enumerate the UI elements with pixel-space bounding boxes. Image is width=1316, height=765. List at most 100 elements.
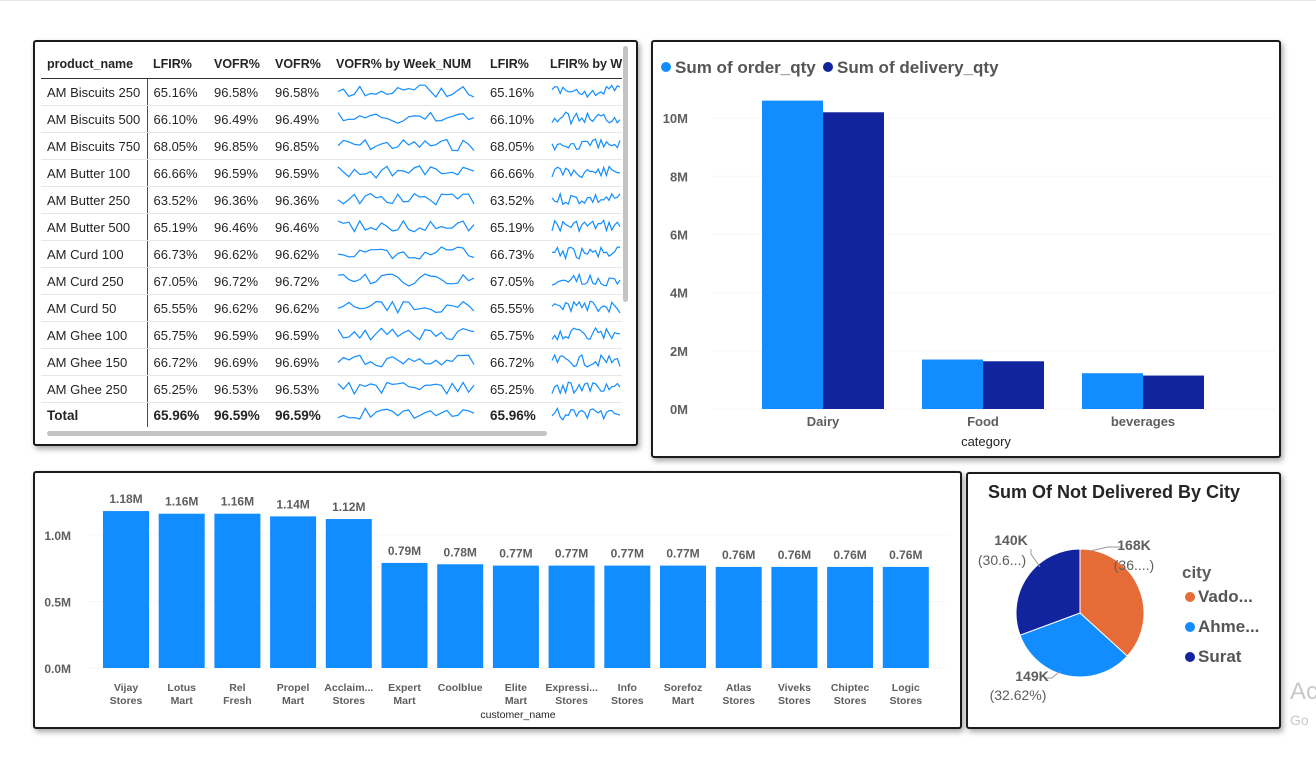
lfir-cell: 67.05% bbox=[147, 267, 208, 295]
header-vofr-2[interactable]: VOFR% bbox=[269, 50, 330, 79]
lfir-cell: 66.10% bbox=[147, 105, 208, 133]
vofr-2-cell: 96.59% bbox=[269, 159, 330, 187]
product-name-cell: AM Biscuits 500 bbox=[41, 105, 148, 133]
y-tick-label: 0.5M bbox=[44, 596, 71, 610]
customer-bar[interactable] bbox=[325, 519, 372, 668]
sparkline-icon bbox=[337, 138, 475, 152]
matrix-row[interactable]: AM Curd 50 65.55% 96.62% 96.62% 65.55% bbox=[41, 294, 622, 322]
matrix-row[interactable]: AM Ghee 150 66.72% 96.69% 96.69% 66.72% bbox=[41, 348, 622, 376]
vofr-2-cell: 96.59% bbox=[269, 321, 330, 349]
customer-bar[interactable] bbox=[882, 566, 929, 668]
customer-bar[interactable] bbox=[771, 566, 818, 668]
matrix-vertical-scrollbar[interactable] bbox=[623, 46, 628, 302]
sparkline-icon bbox=[337, 192, 475, 206]
vofr-sparkline bbox=[330, 375, 484, 403]
customer-bar[interactable] bbox=[103, 511, 149, 668]
x-axis-title: category bbox=[961, 434, 1011, 449]
lfir-sparkline bbox=[544, 213, 622, 241]
matrix-row[interactable]: AM Biscuits 750 68.05% 96.85% 96.85% 68.05% bbox=[41, 132, 622, 160]
product-matrix-table: product_name LFIR% VOFR% VOFR% VOFR% by … bbox=[41, 50, 622, 427]
header-vofr-by-week[interactable]: VOFR% by Week_NUM bbox=[330, 50, 484, 79]
matrix-row[interactable]: AM Curd 100 66.73% 96.62% 96.62% 66.73% bbox=[41, 240, 622, 268]
matrix-row[interactable]: AM Ghee 100 65.75% 96.59% 96.59% 65.75% bbox=[41, 321, 622, 349]
vofr-2-cell: 96.62% bbox=[269, 294, 330, 322]
customer-bar-chart: 0.0M 0.5M 1.0M 1.18M Vijay Stores 1.16M Lotus Ma… bbox=[44, 492, 950, 721]
vofr-sparkline bbox=[330, 105, 484, 133]
sparkline-icon bbox=[337, 273, 475, 287]
matrix-row[interactable]: AM Butter 250 63.52% 96.36% 96.36% 63.52% bbox=[41, 186, 622, 214]
bar-data-label: 1.14M bbox=[276, 497, 309, 511]
order-qty-bar[interactable] bbox=[1082, 373, 1143, 409]
x-axis-title: customer_name bbox=[480, 709, 555, 721]
category-qty-chart[interactable]: Sum of order_qty Sum of delivery_qty 0M 2… bbox=[651, 40, 1281, 458]
vofr-cell: 96.59% bbox=[208, 321, 269, 349]
order-qty-bar[interactable] bbox=[762, 100, 823, 410]
customer-bar[interactable] bbox=[214, 513, 261, 668]
matrix-row[interactable]: AM Curd 250 67.05% 96.72% 96.72% 67.05% bbox=[41, 267, 622, 295]
legend-delivery-qty[interactable]: Sum of delivery_qty bbox=[823, 58, 999, 78]
pie-slice[interactable] bbox=[1015, 548, 1081, 636]
sparkline-icon bbox=[551, 353, 621, 368]
pie-legend-item[interactable]: Ahme... bbox=[1198, 617, 1259, 636]
header-vofr[interactable]: VOFR% bbox=[208, 50, 269, 79]
customer-bar[interactable] bbox=[660, 565, 706, 668]
order-qty-bar[interactable] bbox=[922, 359, 983, 409]
pie-slice[interactable] bbox=[1019, 612, 1129, 678]
x-tick-label: beverages bbox=[1111, 414, 1175, 429]
pie-legend-item[interactable]: Surat bbox=[1198, 647, 1242, 666]
activation-watermark: Ac bbox=[1290, 678, 1316, 705]
legend-order-qty-marker bbox=[661, 62, 671, 72]
y-tick-label: 1.0M bbox=[44, 529, 71, 543]
header-lfir-by-week[interactable]: LFIR% by W bbox=[544, 50, 622, 79]
pie-slice[interactable] bbox=[1079, 548, 1145, 657]
lfir-sparkline bbox=[544, 159, 622, 187]
vofr-sparkline bbox=[330, 267, 484, 295]
vofr-sparkline bbox=[330, 240, 484, 268]
product-name-cell: AM Biscuits 750 bbox=[41, 132, 148, 160]
lfir-sparkline bbox=[544, 294, 622, 322]
header-lfir-2[interactable]: LFIR% bbox=[484, 50, 544, 79]
customer-bar[interactable] bbox=[604, 565, 651, 668]
city-pie-chart-visual[interactable]: Sum Of Not Delivered By City 168K (36....… bbox=[966, 472, 1281, 729]
header-lfir[interactable]: LFIR% bbox=[147, 50, 208, 79]
pie-chart-title: Sum Of Not Delivered By City bbox=[988, 482, 1241, 502]
pie-legend-item[interactable]: Vado... bbox=[1198, 587, 1253, 606]
matrix-row[interactable]: AM Biscuits 250 65.16% 96.58% 96.58% 65.16% bbox=[41, 78, 622, 106]
vofr-2-cell: 96.36% bbox=[269, 186, 330, 214]
lfir-2-cell: 63.52% bbox=[484, 186, 544, 214]
customer-bar[interactable] bbox=[827, 566, 874, 668]
x-tick-label: Expert Mart bbox=[388, 682, 421, 707]
sparkline-icon bbox=[337, 327, 475, 341]
legend-order-qty[interactable]: Sum of order_qty bbox=[661, 58, 816, 78]
bar-data-label: 1.18M bbox=[109, 492, 142, 506]
matrix-horizontal-scrollbar[interactable] bbox=[47, 431, 547, 436]
header-product-name[interactable]: product_name bbox=[41, 50, 147, 79]
customer-bar[interactable] bbox=[381, 562, 428, 668]
lfir-sparkline bbox=[544, 403, 622, 428]
delivery-qty-bar[interactable] bbox=[823, 112, 884, 409]
matrix-row[interactable]: AM Ghee 250 65.25% 96.53% 96.53% 65.25% bbox=[41, 375, 622, 403]
delivery-qty-bar[interactable] bbox=[983, 361, 1044, 409]
customer-bar[interactable] bbox=[270, 516, 317, 668]
bar-data-label: 1.16M bbox=[165, 495, 198, 509]
vofr-2-cell: 96.69% bbox=[269, 348, 330, 376]
y-tick-label: 0M bbox=[670, 402, 688, 417]
matrix-row[interactable]: AM Biscuits 500 66.10% 96.49% 96.49% 66.10% bbox=[41, 105, 622, 133]
customer-bar[interactable] bbox=[158, 513, 205, 668]
vofr-2-cell: 96.53% bbox=[269, 375, 330, 403]
sparkline-icon bbox=[551, 84, 621, 99]
lfir-sparkline bbox=[544, 240, 622, 268]
bar-data-label: 0.76M bbox=[889, 548, 922, 562]
matrix-total-row[interactable]: Total 65.96% 96.59% 96.59% 65.96% bbox=[41, 402, 622, 428]
delivery-qty-bar[interactable] bbox=[1143, 375, 1204, 409]
customer-bar[interactable] bbox=[492, 565, 539, 668]
customer-bar[interactable] bbox=[715, 566, 762, 668]
sparkline-icon bbox=[337, 354, 475, 368]
product-matrix-visual[interactable]: product_name LFIR% VOFR% VOFR% VOFR% by … bbox=[33, 40, 638, 446]
matrix-row[interactable]: AM Butter 500 65.19% 96.46% 96.46% 65.19% bbox=[41, 213, 622, 241]
matrix-row[interactable]: AM Butter 100 66.66% 96.59% 96.59% 66.66% bbox=[41, 159, 622, 187]
sparkline-icon bbox=[337, 84, 475, 98]
customer-bar[interactable] bbox=[437, 564, 484, 668]
customer-bar[interactable] bbox=[548, 565, 595, 668]
customer-chart[interactable]: 0.0M 0.5M 1.0M 1.18M Vijay Stores 1.16M Lotus Ma… bbox=[33, 471, 962, 729]
